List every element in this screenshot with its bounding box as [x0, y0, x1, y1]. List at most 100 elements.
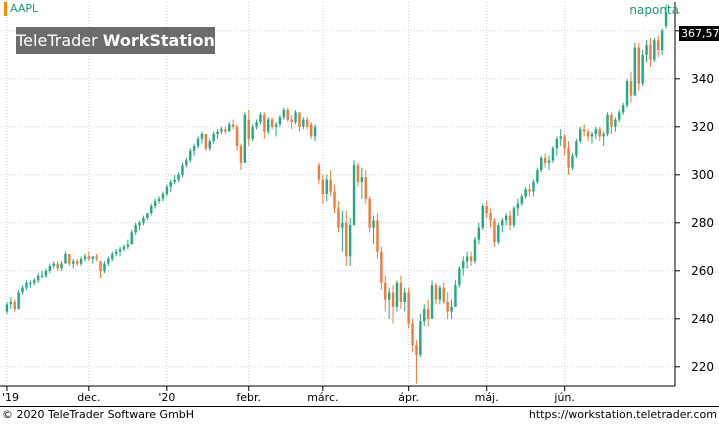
candle-body [551, 148, 555, 161]
candle-body [614, 119, 617, 127]
candle-body [629, 81, 633, 96]
copyright-text: © 2020 TeleTrader Software GmbH [2, 408, 195, 421]
candle-body [60, 263, 63, 269]
brand-bold: WorkStation [102, 31, 215, 50]
candle-body [528, 189, 531, 192]
candle-body [177, 174, 180, 180]
candle-body [536, 170, 539, 182]
candle-body [44, 270, 48, 276]
candle-body [477, 227, 481, 240]
candle-body [380, 251, 383, 283]
candle-body [376, 220, 379, 252]
candle-body [434, 285, 438, 300]
candle-body [317, 165, 321, 180]
candle-body [204, 134, 208, 149]
candle-body [95, 256, 98, 259]
y-tick-label: 240 [691, 312, 714, 326]
candle-body [602, 134, 605, 137]
candle-body [263, 114, 266, 132]
candle-body [290, 119, 293, 122]
candle-body [189, 150, 192, 161]
candle-body [356, 165, 360, 182]
candle-body [103, 263, 106, 271]
candle-body [465, 256, 469, 262]
candle-body [341, 222, 344, 228]
candle-body [68, 254, 71, 264]
candle-body [610, 114, 613, 127]
candle-body [118, 249, 122, 252]
candle-body [17, 292, 20, 310]
candle-body [391, 292, 395, 307]
candle-body [469, 256, 473, 262]
candle-body [442, 287, 445, 302]
candle-body [40, 275, 44, 277]
candle-body [411, 323, 414, 346]
candle-body [282, 110, 286, 118]
candle-body [633, 47, 637, 96]
candle-body [91, 256, 94, 259]
candle-body [423, 309, 426, 322]
brand-light: TeleTrader [16, 31, 103, 50]
candle-body [25, 282, 28, 288]
candle-body [606, 114, 609, 134]
candle-body [571, 155, 574, 168]
candle-body [228, 124, 231, 132]
x-tick-label: márc. [307, 391, 338, 404]
candle-body [462, 261, 465, 269]
candle-body [270, 119, 274, 127]
candle-body [255, 122, 258, 127]
candle-body [641, 54, 644, 84]
candle-body [403, 292, 406, 302]
candle-body [524, 189, 527, 197]
candle-body [33, 280, 36, 283]
candle-body [555, 138, 559, 149]
candle-body [251, 126, 254, 139]
candle-body [130, 232, 133, 245]
candle-body [247, 119, 250, 139]
x-tick-label: ápr. [398, 391, 419, 404]
period-label[interactable]: naponta [629, 3, 679, 17]
candle-body [450, 306, 453, 312]
candle-body [532, 182, 535, 192]
candle-body [501, 220, 504, 226]
candle-body [345, 222, 348, 257]
candle-body [107, 258, 110, 264]
x-tick-label: máj. [475, 391, 499, 404]
candle-body [83, 256, 87, 259]
candle-body [79, 258, 83, 264]
y-tick-label: 220 [691, 360, 714, 374]
candle-body [426, 309, 430, 319]
candle-body [200, 134, 204, 139]
candle-body [485, 206, 488, 214]
candle-body [52, 263, 55, 266]
candle-body [512, 208, 516, 226]
candle-body [325, 179, 328, 194]
candle-body [181, 165, 184, 175]
candle-body [493, 220, 496, 242]
candle-body [298, 112, 301, 127]
candle-body [87, 256, 91, 259]
candle-body [504, 215, 508, 221]
axis-layer: 220240260280300320340360'19dec.'20febr.m… [0, 2, 719, 407]
candle-body [138, 222, 141, 226]
x-tick-label: jún. [553, 391, 575, 404]
candle-body [653, 40, 656, 60]
candle-body [664, 12, 668, 26]
candle-body [454, 285, 457, 307]
candle-body [458, 268, 461, 286]
candle-body [196, 138, 200, 146]
y-tick-label: 300 [691, 168, 714, 182]
candle-body [508, 215, 512, 226]
candle-body [649, 45, 652, 60]
candle-body [364, 177, 367, 199]
candle-body [497, 225, 500, 242]
candle-body [387, 292, 391, 300]
y-tick-label: 280 [691, 216, 714, 230]
candle-body [5, 304, 9, 312]
candle-body [302, 119, 305, 127]
candle-body [64, 254, 67, 264]
website-link[interactable]: https://workstation.teletrader.com [528, 408, 717, 421]
candle-body [438, 287, 442, 300]
candle-body [114, 251, 118, 254]
candle-body [384, 282, 387, 300]
